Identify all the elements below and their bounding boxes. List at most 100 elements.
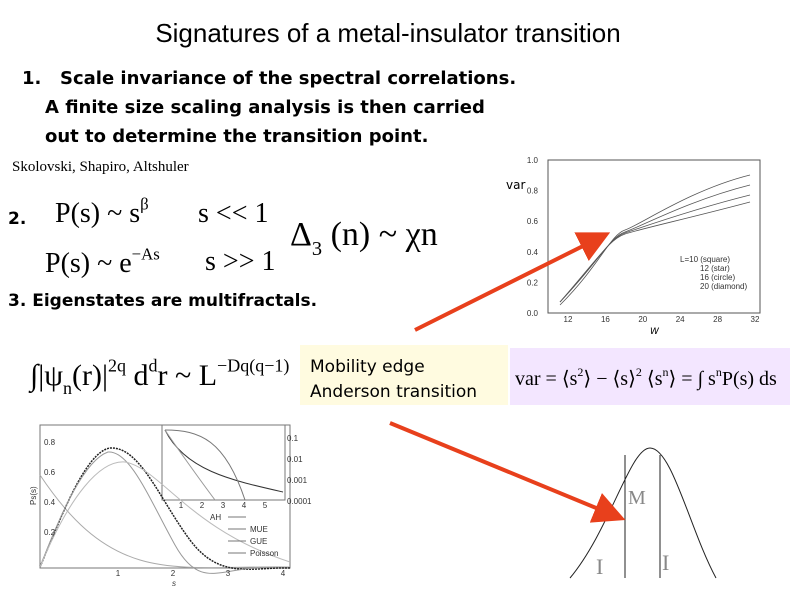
x-tick-label: 4: [281, 569, 286, 578]
legend-label: 12 (star): [700, 264, 730, 273]
legend-label: 16 (circle): [700, 273, 735, 282]
formula-part: (n) ~ χn: [322, 216, 438, 253]
y-tick-label: 0.4: [527, 248, 539, 257]
inset-tick-label: 5: [263, 501, 268, 510]
legend-label: L=10 (square): [680, 255, 730, 264]
formula-part: ∫|ψ: [28, 359, 63, 394]
condition: s << 1: [198, 198, 268, 229]
formula-part: Δ: [290, 216, 312, 253]
legend-label: GUE: [250, 537, 267, 546]
y-tick-label: 0.8: [527, 187, 539, 196]
formula-part: n: [63, 378, 72, 398]
formula-part: (r)|: [72, 359, 108, 392]
legend-label: Poisson: [250, 549, 278, 558]
mobility-diagram: M I I: [569, 447, 717, 579]
x-tick-label: 3: [226, 569, 231, 578]
condition: s >> 1: [205, 246, 275, 277]
y-tick-label: 0.2: [527, 278, 539, 287]
inset-tick-label: 0.001: [287, 476, 308, 485]
x-tick-label: 12: [564, 315, 573, 324]
note-line: Mobility edge: [310, 357, 425, 377]
y-tick-label: 0.8: [44, 438, 56, 447]
inset-tick-label: 2: [200, 501, 205, 510]
region-label: I: [596, 554, 603, 579]
curve: [164, 429, 284, 493]
curve: [39, 461, 291, 568]
item-heading: 3. Eigenstates are multifractals.: [8, 291, 317, 311]
formula: var = ⟨s2⟩ − ⟨s⟩2 ⟨sn⟩ = ∫ snP(s) ds: [515, 365, 777, 391]
curve: [39, 474, 291, 569]
formula-part: 2q: [108, 356, 126, 376]
formula-part: β: [140, 194, 149, 213]
curve: [164, 429, 216, 501]
formula: ∫|ψn(r)|2q ddr ~ L−Dq(q−1): [28, 356, 289, 399]
plot-frame: [547, 159, 761, 314]
formula-part: P(s) ds: [722, 368, 777, 390]
formula-part: P(s) ~ s: [55, 198, 140, 229]
x-tick-label: 20: [638, 315, 647, 324]
arrow: [414, 232, 611, 332]
x-tick-label: 24: [676, 315, 685, 324]
formula-part: 3: [312, 238, 322, 260]
slide-title: Signatures of a metal-insulator transiti…: [155, 18, 620, 48]
x-axis-label: s: [172, 579, 176, 588]
y-tick-label: 0.4: [44, 498, 56, 507]
authors: Skolovski, Shapiro, Altshuler: [12, 159, 189, 175]
item-line: Scale invariance of the spectral correla…: [60, 68, 516, 89]
inset-tick-label: 1: [179, 501, 184, 510]
arrow: [389, 421, 626, 523]
formula-part: r ~ L: [158, 359, 218, 392]
band-curve: [569, 447, 717, 579]
formula-part: −Dq(q−1): [217, 356, 289, 377]
item-line: out to determine the transition point.: [45, 126, 428, 147]
formula: P(s) ~ e−As: [45, 244, 160, 279]
item-number: 2.: [8, 209, 26, 229]
note-line: Anderson transition: [310, 382, 477, 402]
formula-part: P(s) ~ e: [45, 248, 132, 279]
formula-part: ⟩ = ∫ s: [668, 368, 716, 391]
formula-part: 2: [577, 365, 583, 379]
x-tick-label: 28: [713, 315, 722, 324]
y-axis-label: var: [506, 178, 525, 192]
item-line: A finite size scaling analysis is then c…: [45, 97, 485, 118]
var-plot: 1.0 0.8 0.6 0.4 0.2 0.0 12 16 20 24 28 32 var W L=10 (…: [506, 156, 761, 337]
y-tick-label: 0.6: [527, 217, 539, 226]
curve: [164, 429, 246, 501]
formula: Δ3 (n) ~ χn: [290, 216, 438, 260]
inset-tick-label: 4: [242, 501, 247, 510]
ps-plot: 0.8 0.6 0.4 0.2 1 2 3 4 0.1 0.01 0.001 0.0001 1 2 3 4 5 P…: [29, 424, 312, 588]
inset-tick-label: 0.01: [287, 455, 303, 464]
curve: [39, 451, 261, 574]
formula-part: d: [149, 356, 158, 376]
region-label: I: [662, 550, 669, 575]
y-tick-label: 1.0: [527, 156, 539, 165]
inset-tick-label: 0.0001: [287, 497, 312, 506]
item-number: 1.: [22, 68, 41, 89]
formula: P(s) ~ sβ: [55, 194, 149, 229]
legend-label: MUE: [250, 525, 268, 534]
legend-label: 20 (diamond): [700, 282, 747, 291]
note-box: [300, 345, 508, 405]
y-tick-label: 0.6: [44, 468, 56, 477]
inset-tick-label: 0.1: [287, 434, 299, 443]
formula-part: n: [662, 365, 668, 379]
region-label: M: [628, 487, 646, 509]
formula-part: ⟨s: [642, 368, 663, 390]
x-axis-label: W: [650, 327, 660, 337]
x-tick-label: 1: [116, 569, 121, 578]
formula-part: −As: [132, 244, 160, 263]
inset-frame: [161, 424, 286, 501]
curve: [559, 201, 751, 303]
curve: [559, 174, 751, 306]
formula-part: var = ⟨s: [515, 368, 578, 390]
x-tick-label: 32: [751, 315, 760, 324]
inset-tick-label: 3: [221, 501, 226, 510]
formula-part: n: [716, 365, 722, 379]
formula-part: 2: [636, 365, 642, 379]
legend-label: AH: [210, 513, 221, 522]
x-tick-label: 2: [171, 569, 176, 578]
formula-part: ⟩ − ⟨s⟩: [583, 368, 635, 390]
y-axis-label: Ps(s): [29, 486, 38, 505]
y-tick-label: 0.0: [527, 309, 539, 318]
